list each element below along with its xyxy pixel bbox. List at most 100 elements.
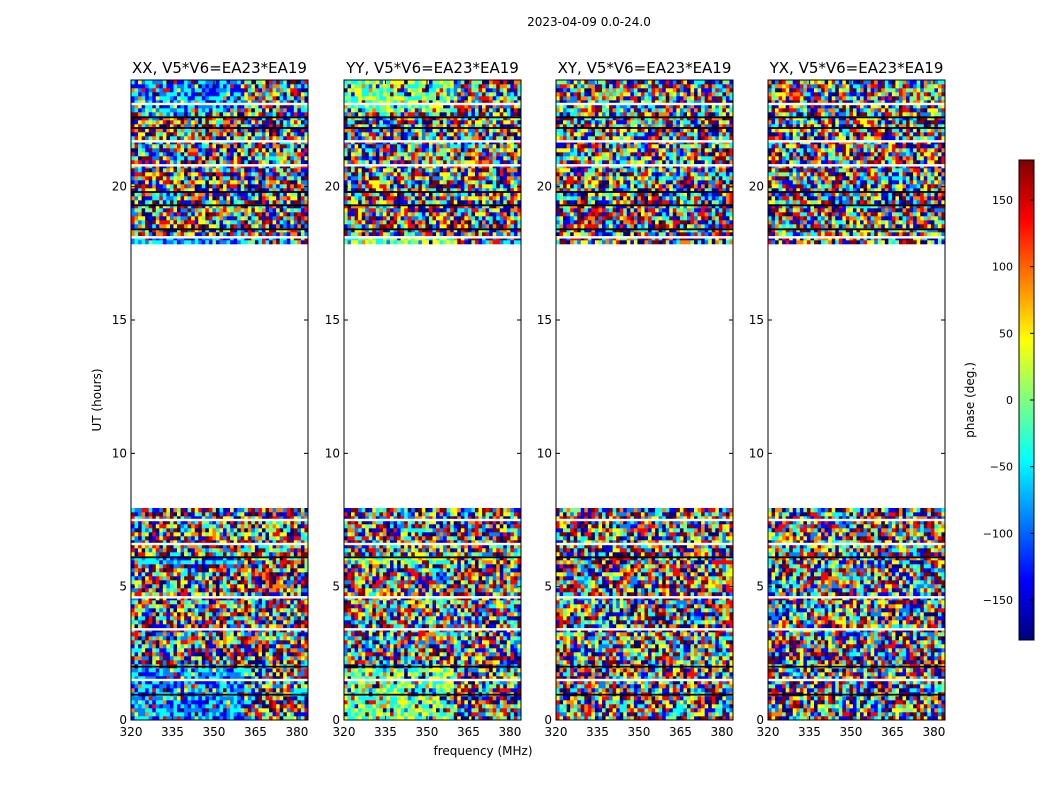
heatmap-cell bbox=[304, 136, 309, 141]
heatmap-cell bbox=[304, 620, 309, 625]
heatmap-cell bbox=[169, 160, 174, 165]
heatmap-cell bbox=[300, 580, 305, 585]
heatmap-cell bbox=[205, 684, 210, 689]
heatmap-cell bbox=[201, 680, 206, 685]
heatmap-cell bbox=[300, 632, 305, 637]
heatmap-cell bbox=[283, 100, 288, 105]
heatmap-cell bbox=[223, 208, 227, 213]
heatmap-cell bbox=[215, 716, 220, 721]
heatmap-cell bbox=[300, 112, 305, 117]
heatmap-cell bbox=[300, 604, 305, 609]
heatmap-cell bbox=[198, 524, 203, 529]
heatmap-cell bbox=[244, 160, 249, 165]
heatmap-cell bbox=[205, 92, 210, 97]
heatmap-cell bbox=[131, 184, 135, 189]
heatmap-cell bbox=[293, 544, 298, 549]
heatmap-cell bbox=[138, 80, 142, 85]
heatmap-cell bbox=[226, 196, 231, 201]
heatmap-cell bbox=[300, 240, 305, 245]
heatmap-cell bbox=[258, 124, 263, 129]
heatmap-cell bbox=[251, 84, 256, 89]
heatmap-cell bbox=[198, 544, 203, 549]
heatmap-cell bbox=[159, 172, 164, 177]
heatmap-cell bbox=[177, 620, 181, 625]
heatmap-cell bbox=[152, 212, 157, 217]
heatmap-cell bbox=[155, 668, 160, 673]
heatmap-cell bbox=[184, 528, 188, 533]
heatmap-cell bbox=[215, 576, 220, 581]
heatmap-cell bbox=[134, 644, 139, 649]
heatmap-cell bbox=[198, 108, 203, 113]
heatmap-cell bbox=[184, 632, 188, 637]
heatmap-cell bbox=[215, 156, 220, 161]
heatmap-cell bbox=[212, 120, 217, 125]
heatmap-cell bbox=[272, 128, 277, 133]
heatmap-cell bbox=[276, 672, 280, 677]
heatmap-cell bbox=[141, 216, 146, 221]
heatmap-cell bbox=[247, 112, 252, 117]
heatmap-cell bbox=[205, 104, 210, 109]
heatmap-cell bbox=[244, 184, 249, 189]
heatmap-cell bbox=[300, 544, 305, 549]
heatmap-cell bbox=[269, 616, 273, 621]
heatmap-cell bbox=[237, 224, 242, 229]
heatmap-cell bbox=[131, 632, 135, 637]
flagged-row bbox=[131, 518, 308, 522]
heatmap-cell bbox=[258, 616, 263, 621]
heatmap-cell bbox=[283, 176, 288, 181]
heatmap-cell bbox=[159, 644, 164, 649]
heatmap-cell bbox=[265, 136, 270, 141]
heatmap-cell bbox=[293, 512, 298, 517]
heatmap-cell bbox=[141, 548, 146, 553]
heatmap-cell bbox=[173, 168, 178, 173]
heatmap-cell bbox=[233, 612, 238, 617]
heatmap-cell bbox=[244, 572, 249, 577]
heatmap-cell bbox=[233, 688, 238, 693]
heatmap-cell bbox=[169, 552, 174, 557]
heatmap-cell bbox=[177, 608, 181, 613]
heatmap-cell bbox=[191, 100, 196, 105]
heatmap-cell bbox=[208, 200, 213, 205]
heatmap-cell bbox=[272, 184, 277, 189]
heatmap-cell bbox=[226, 580, 231, 585]
heatmap-cell bbox=[297, 564, 302, 569]
heatmap-cell bbox=[187, 200, 192, 205]
heatmap-cell bbox=[138, 212, 142, 217]
heatmap-cell bbox=[272, 708, 277, 713]
heatmap-cell bbox=[283, 620, 288, 625]
heatmap-cell bbox=[155, 688, 160, 693]
heatmap-cell bbox=[223, 536, 227, 541]
heatmap-cell bbox=[279, 184, 284, 189]
heatmap-cell bbox=[300, 716, 305, 721]
heatmap-cell bbox=[145, 700, 149, 705]
heatmap-cell bbox=[300, 136, 305, 141]
heatmap-cell bbox=[166, 584, 171, 589]
heatmap-cell bbox=[162, 148, 167, 153]
heatmap-cell bbox=[432, 700, 437, 705]
heatmap-cell bbox=[184, 576, 188, 581]
heatmap-cell bbox=[173, 616, 178, 621]
heatmap-cell bbox=[219, 108, 224, 113]
heatmap-cell bbox=[134, 680, 139, 685]
heatmap-cell bbox=[297, 648, 302, 653]
heatmap-cell bbox=[208, 632, 213, 637]
heatmap-cell bbox=[208, 568, 213, 573]
heatmap-cell bbox=[194, 84, 199, 89]
heatmap-cell bbox=[169, 680, 174, 685]
heatmap-cell bbox=[293, 524, 298, 529]
heatmap-cell bbox=[138, 220, 142, 225]
heatmap-cell bbox=[258, 176, 263, 181]
heatmap-cell bbox=[293, 148, 298, 153]
heatmap-cell bbox=[191, 708, 196, 713]
heatmap-cell bbox=[286, 592, 291, 597]
heatmap-cell bbox=[201, 652, 206, 657]
heatmap-cell bbox=[290, 232, 295, 237]
heatmap-cell bbox=[169, 212, 174, 217]
heatmap-cell bbox=[223, 532, 227, 537]
heatmap-cell bbox=[169, 208, 174, 213]
heatmap-cell bbox=[276, 192, 280, 197]
heatmap-cell bbox=[215, 124, 220, 129]
heatmap-cell bbox=[159, 132, 164, 137]
heatmap-cell bbox=[276, 708, 280, 713]
heatmap-cell bbox=[159, 656, 164, 661]
